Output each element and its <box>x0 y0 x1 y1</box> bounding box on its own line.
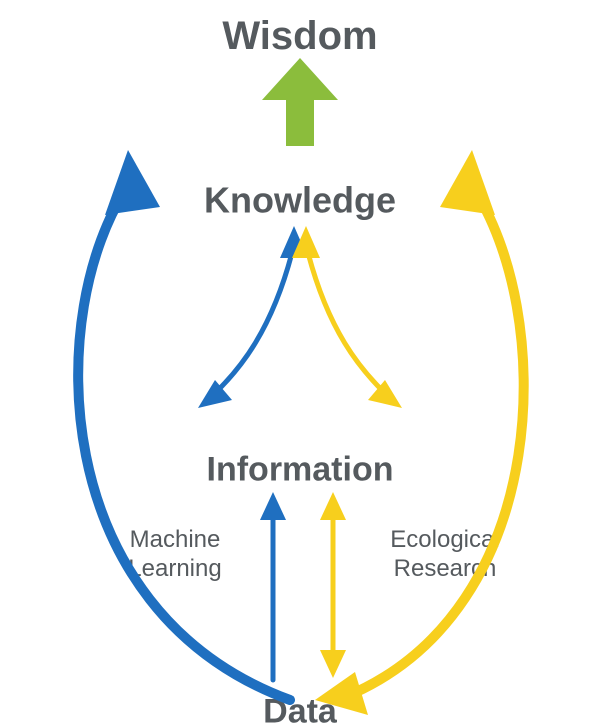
arrowhead-icon <box>105 150 160 215</box>
arrowhead-icon <box>320 492 346 520</box>
arrows-layer <box>0 0 600 727</box>
arrowhead-icon <box>280 226 308 258</box>
arrow-mid-blue <box>260 492 286 680</box>
arrowhead-icon <box>292 226 320 258</box>
label-information: Information <box>207 450 394 489</box>
diagram-stage: Wisdom Knowledge Information Data Machin… <box>0 0 600 727</box>
curve-yellow-inner <box>306 245 390 398</box>
label-knowledge: Knowledge <box>204 179 396 220</box>
label-machine-learning: Machine Learning <box>128 526 221 584</box>
arrow-inner-blue <box>198 226 308 408</box>
arrowhead-icon <box>198 380 232 408</box>
arrow-mid-yellow <box>320 492 346 678</box>
curve-yellow-outer <box>345 186 524 697</box>
label-ecological-research: Ecological Research <box>390 526 499 584</box>
arrow-outer-yellow <box>315 150 524 715</box>
arrowhead-icon <box>368 380 402 408</box>
arrowhead-icon <box>440 150 495 215</box>
up-arrow-icon <box>262 58 338 100</box>
label-wisdom: Wisdom <box>222 13 377 59</box>
arrow-inner-yellow <box>292 226 402 408</box>
arrowhead-icon <box>260 492 286 520</box>
label-data: Data <box>263 692 337 727</box>
arrow-knowledge-to-wisdom <box>262 58 338 146</box>
arrowhead-icon <box>320 650 346 678</box>
up-arrow-shaft <box>286 96 314 146</box>
arrow-outer-blue <box>78 150 290 700</box>
curve-blue-outer <box>78 186 290 700</box>
curve-blue-inner <box>210 245 294 398</box>
